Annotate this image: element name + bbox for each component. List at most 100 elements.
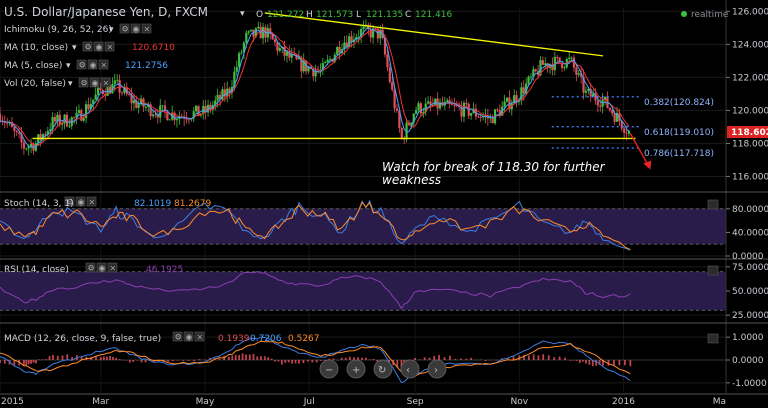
panel-settings-button[interactable] xyxy=(707,199,719,210)
macd-hist-bar xyxy=(231,355,234,360)
macd-hist-bar xyxy=(132,360,135,362)
chevron-down-icon[interactable]: ▾ xyxy=(68,79,73,89)
y-tick-label: 126.000 xyxy=(732,7,768,17)
macd-hist-bar xyxy=(13,360,16,366)
macd-hist-bar xyxy=(193,360,195,362)
chevron-down-icon[interactable]: ▾ xyxy=(72,43,77,53)
candle-body xyxy=(94,94,97,100)
macd-hist-bar xyxy=(248,354,251,360)
candle-body xyxy=(436,98,439,109)
nav-controls[interactable]: − + ↻ ‹ › xyxy=(319,359,447,379)
chevron-down-icon[interactable]: ▾ xyxy=(66,61,71,71)
reset-button[interactable] xyxy=(373,359,393,379)
gear-button[interactable] xyxy=(78,77,89,88)
macd-hist-bar xyxy=(423,357,426,360)
close-button[interactable] xyxy=(86,196,97,207)
legend-rsi[interactable]: RSI (14, close) 46.1925 xyxy=(4,265,183,275)
candle-body xyxy=(563,67,566,69)
candle-body xyxy=(70,117,73,126)
scroll-right-button[interactable] xyxy=(427,359,447,379)
eye-button[interactable] xyxy=(93,41,104,52)
chevron-down-icon[interactable]: ▾ xyxy=(240,9,245,19)
gear-icon: ⚙ xyxy=(79,61,86,70)
candle-body xyxy=(446,100,449,102)
candle-body xyxy=(498,110,501,116)
zoom-in-button[interactable] xyxy=(346,359,366,379)
legend-macd[interactable]: MACD (12, 26, close, 9, false, true) 0.1… xyxy=(4,334,320,344)
candle-body xyxy=(343,42,346,50)
macd-hist-bar xyxy=(336,359,339,361)
eye-button[interactable] xyxy=(87,59,98,70)
arrow-left-icon: ‹ xyxy=(406,365,410,376)
close-button[interactable] xyxy=(194,331,205,342)
candle-body xyxy=(371,28,375,38)
candle-body xyxy=(180,116,183,118)
x-tick-label: 2015 xyxy=(1,397,24,407)
candle-body xyxy=(144,106,147,108)
eye-button[interactable] xyxy=(96,262,107,273)
candle-body xyxy=(474,108,478,117)
candle-body xyxy=(434,98,437,106)
macd-hist-bar xyxy=(315,360,318,363)
macd-hist-bar xyxy=(443,357,446,360)
eye-button[interactable] xyxy=(89,77,100,88)
legend-ichimoku[interactable]: Ichimoku (9, 26, 52, 26) ▾ xyxy=(4,25,114,35)
candle-body xyxy=(68,125,71,127)
candle-body xyxy=(84,104,88,119)
legend-stoch[interactable]: Stoch (14, 3, 1) 82.1019 81.2679 xyxy=(4,199,211,209)
macd-hist-bar xyxy=(475,359,477,361)
macd-hist-bar xyxy=(532,354,535,360)
macd-hist-bar xyxy=(198,359,201,360)
candle-body xyxy=(273,39,277,43)
macd-hist-bar xyxy=(171,360,174,362)
close-button[interactable] xyxy=(98,59,109,70)
gear-button[interactable] xyxy=(85,262,96,273)
macd-hist-bar xyxy=(95,355,97,360)
eye-button[interactable] xyxy=(183,331,194,342)
legend-vol[interactable]: Vol (20, false) ▾ xyxy=(4,79,73,89)
macd-hist-bar xyxy=(66,354,69,360)
macd-hist-bar xyxy=(284,360,287,363)
legend-ma10[interactable]: MA (10, close) ▾ 120.6710 xyxy=(4,43,175,53)
panel-settings-button[interactable] xyxy=(707,265,719,276)
legend-ma5[interactable]: MA (5, close) ▾ 121.2756 xyxy=(4,61,168,71)
candle-body xyxy=(551,64,554,71)
close-button[interactable] xyxy=(104,41,115,52)
eye-button[interactable] xyxy=(130,23,141,34)
candle-body xyxy=(195,105,198,112)
candle-body xyxy=(135,100,138,108)
panel-settings-button[interactable] xyxy=(707,333,719,344)
chevron-down-icon[interactable]: ▾ xyxy=(109,25,114,35)
ohlc-open: 121.272 xyxy=(267,10,304,20)
gear-button[interactable] xyxy=(76,59,87,70)
gear-button[interactable] xyxy=(119,23,130,34)
candle-body xyxy=(477,116,480,118)
close-button[interactable] xyxy=(107,262,118,273)
candle-body xyxy=(73,117,76,119)
close-button[interactable] xyxy=(100,77,111,88)
candle-body xyxy=(161,105,164,107)
macd-hist-bar xyxy=(56,355,59,360)
y-tick-label: 25.0000 xyxy=(732,311,768,321)
gear-button[interactable] xyxy=(172,331,183,342)
y-tick-label: 118.000 xyxy=(732,139,768,149)
arrow-right-icon: › xyxy=(434,365,438,376)
zoom-out-button[interactable] xyxy=(319,359,339,379)
candle-body xyxy=(438,102,442,109)
candle-body xyxy=(419,103,423,114)
candle-body xyxy=(49,129,52,131)
macd-hist-bar xyxy=(287,360,290,363)
ma5-label: MA (5, close) xyxy=(4,61,62,71)
candle-body xyxy=(398,110,401,129)
macd-hist-bar xyxy=(376,360,379,362)
candle-body xyxy=(27,146,30,149)
gear-button[interactable] xyxy=(82,41,93,52)
close-button[interactable] xyxy=(141,23,152,34)
candle-body xyxy=(276,42,279,51)
eye-button[interactable] xyxy=(75,196,86,207)
candle-body xyxy=(357,36,360,38)
scroll-left-button[interactable] xyxy=(400,359,420,379)
gear-button[interactable] xyxy=(64,196,75,207)
candle-body xyxy=(130,94,133,104)
